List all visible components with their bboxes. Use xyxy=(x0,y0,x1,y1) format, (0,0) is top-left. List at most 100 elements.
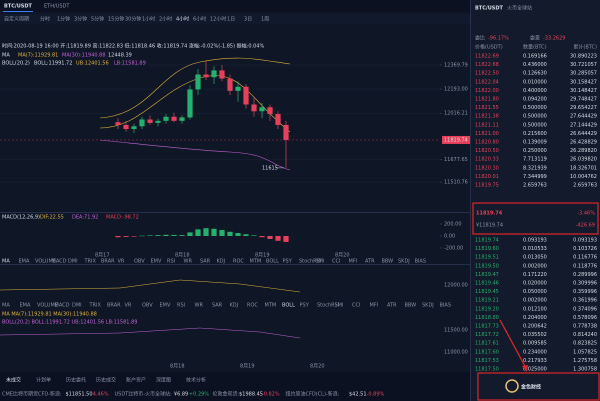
indicator-tab[interactable]: OBV xyxy=(134,259,145,265)
interval-button[interactable]: 12小时 xyxy=(210,16,226,23)
indicator-tab[interactable]: ROC xyxy=(233,259,244,265)
indicator-tab[interactable]: CCI xyxy=(332,259,340,265)
bid-price: 11819.45 xyxy=(475,289,499,295)
indicator-tab[interactable]: TRIX xyxy=(84,259,97,265)
indicator-tab[interactable]: BRAR xyxy=(107,303,121,309)
indicator-tab[interactable]: EMA xyxy=(20,303,31,309)
indicator-tab[interactable]: OBV xyxy=(142,303,153,309)
interval-button[interactable]: 30分钟 xyxy=(125,16,141,23)
indicator-tab[interactable]: BIAS xyxy=(440,303,452,309)
indicator-tab[interactable]: KDJ xyxy=(230,303,239,309)
indicator-tab[interactable]: MA xyxy=(2,259,10,265)
macd-value: MACD:-98.72 xyxy=(106,215,139,221)
indicator-tab[interactable]: WR xyxy=(195,303,204,309)
indicator-tab[interactable]: VOLUME xyxy=(35,259,56,265)
indicator-tab[interactable]: SMI xyxy=(335,303,344,309)
indicator-tab[interactable]: BBW xyxy=(382,259,394,265)
indicator-tab[interactable]: BIAS xyxy=(415,259,427,265)
indicator-tab[interactable]: ATR xyxy=(387,303,397,309)
indicator-tab[interactable]: RSI xyxy=(167,259,175,265)
indicator-tab[interactable]: MFI xyxy=(370,303,379,309)
interval-button[interactable]: 15分钟 xyxy=(108,16,124,23)
indicator-tab[interactable]: WR xyxy=(184,259,193,265)
interval-button[interactable]: 1日 xyxy=(227,17,235,23)
bottom-tab[interactable]: 技术分析 xyxy=(186,377,206,384)
indicator-tab[interactable]: SAR xyxy=(200,259,211,265)
candle-body xyxy=(187,89,193,118)
ticker-price: $11851.50 xyxy=(66,392,93,398)
ticker-name: 纽约原油CFD(CL)-新浪: xyxy=(286,391,340,398)
indicator-tab[interactable]: MACD xyxy=(55,303,70,309)
indicator-tab[interactable]: StochRSI xyxy=(299,259,321,265)
last-cny: ¥11819.74 xyxy=(476,223,503,229)
content: BTC/USDT ETH/USDT 自定义周期 分时 1分钟 3分钟 5分钟 15分钟 30分钟… xyxy=(0,4,597,398)
interval-button[interactable]: 1小时 xyxy=(142,16,155,23)
interval-button[interactable]: 1周 xyxy=(261,17,269,23)
indicator-tab[interactable]: MACD xyxy=(52,259,67,265)
indicator-tab[interactable]: SKDJ xyxy=(422,303,434,309)
indicator-tab[interactable]: MTM xyxy=(265,303,277,309)
bottom-tab[interactable]: 计划单 xyxy=(36,377,51,384)
indicator-tab[interactable]: MA xyxy=(2,303,10,309)
interval-button[interactable]: 2小时 xyxy=(159,16,172,23)
pair-tab[interactable]: ETH/USDT xyxy=(44,4,70,10)
indicator-tab[interactable]: DMI xyxy=(72,303,82,309)
indicator-tab[interactable]: SMI xyxy=(316,259,325,265)
indicator-tab[interactable]: EMV xyxy=(151,259,162,265)
macd-bar xyxy=(251,235,257,236)
indicator-tab[interactable]: BOLL xyxy=(282,303,295,309)
indicator-tab[interactable]: SAR xyxy=(212,303,223,309)
interval-button[interactable]: 3分钟 xyxy=(74,16,87,23)
pair-tab[interactable]: BTC/USDT xyxy=(4,4,33,10)
macd-bar xyxy=(163,234,169,236)
bid-total: 0.093193 xyxy=(573,238,597,244)
bid-quantity: 0.234000 xyxy=(523,349,547,355)
indicator-tab[interactable]: ATR xyxy=(365,259,375,265)
bottom-tab[interactable]: 历史成交 xyxy=(96,377,116,384)
bottom-tab[interactable]: 账户资产 xyxy=(126,377,146,384)
ask-price: 11822.68 xyxy=(475,62,499,68)
indicator-tab[interactable]: VOLUME xyxy=(37,303,58,309)
indicator-tab[interactable]: VR xyxy=(118,259,125,265)
interval-button[interactable]: 6小时 xyxy=(193,16,206,23)
indicator-tab[interactable]: SKDJ xyxy=(398,259,410,265)
custom-period-button[interactable]: 自定义周期 xyxy=(4,16,29,23)
indicator-tab[interactable]: MFI xyxy=(349,259,358,265)
macd-bar xyxy=(235,233,241,236)
ask-price: 11821.11 xyxy=(475,122,499,128)
ask-price: 11820.33 xyxy=(475,157,499,163)
indicator-tab[interactable]: BRAR xyxy=(101,259,115,265)
indicator-tab[interactable]: VR xyxy=(125,303,132,309)
indicator-tab[interactable]: EMV xyxy=(160,303,171,309)
bid-quantity: 0.171220 xyxy=(523,272,547,278)
bottom-tab[interactable]: 历史委托 xyxy=(66,377,86,384)
indicator-tab[interactable]: KDJ xyxy=(217,259,226,265)
indicator-tab[interactable]: ROC xyxy=(247,303,258,309)
indicator-tab[interactable]: StochRSI xyxy=(317,303,339,309)
interval-button[interactable]: 5分钟 xyxy=(91,16,104,23)
interval-button[interactable]: 4小时 xyxy=(176,16,189,23)
indicator-tab[interactable]: CCI xyxy=(352,303,360,309)
pair-title: BTC/USDT xyxy=(475,6,504,12)
bid-quantity: 0.093193 xyxy=(523,238,547,244)
candle-body xyxy=(123,124,129,130)
indicator-tab[interactable]: DMI xyxy=(68,259,78,265)
interval-button[interactable]: 3日 xyxy=(244,17,252,23)
indicator-tab[interactable]: BBW xyxy=(405,303,417,309)
interval-button[interactable]: 分时 xyxy=(40,16,50,23)
highlight-box xyxy=(477,372,600,401)
indicator-tab[interactable]: TRIX xyxy=(89,303,102,309)
indicator-tab[interactable]: RSI xyxy=(177,303,185,309)
boll-lb: LB:11581.89 xyxy=(114,61,146,67)
indicator-tab[interactable]: MTM xyxy=(250,259,262,265)
bottom-tab[interactable]: 未成交 xyxy=(6,377,21,384)
bottom-tab[interactable]: 深度图 xyxy=(156,377,171,384)
interval-button[interactable]: 1分钟 xyxy=(57,16,70,23)
indicator-tab[interactable]: EMA xyxy=(19,259,30,265)
indicator-tab[interactable]: PSY xyxy=(300,303,310,309)
indicator-tab[interactable]: BOLL xyxy=(266,259,279,265)
candle-body xyxy=(251,104,257,112)
indicator-tab[interactable]: PSY xyxy=(283,259,293,265)
y-tick-label: 12016.21 xyxy=(444,111,468,117)
